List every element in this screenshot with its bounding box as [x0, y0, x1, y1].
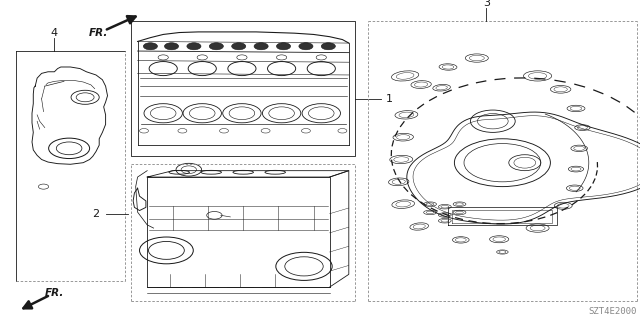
Circle shape — [187, 43, 201, 50]
Text: SZT4E2000: SZT4E2000 — [588, 307, 637, 316]
Circle shape — [232, 43, 246, 50]
Text: 1: 1 — [386, 94, 393, 104]
Circle shape — [321, 43, 335, 50]
Text: FR.: FR. — [89, 28, 109, 38]
Text: 2: 2 — [92, 209, 99, 219]
Circle shape — [276, 43, 291, 50]
Circle shape — [164, 43, 179, 50]
Text: 4: 4 — [51, 28, 58, 39]
Circle shape — [143, 43, 157, 50]
Text: 3: 3 — [483, 0, 490, 8]
Circle shape — [254, 43, 268, 50]
Text: FR.: FR. — [45, 288, 65, 298]
Circle shape — [209, 43, 223, 50]
Circle shape — [299, 43, 313, 50]
